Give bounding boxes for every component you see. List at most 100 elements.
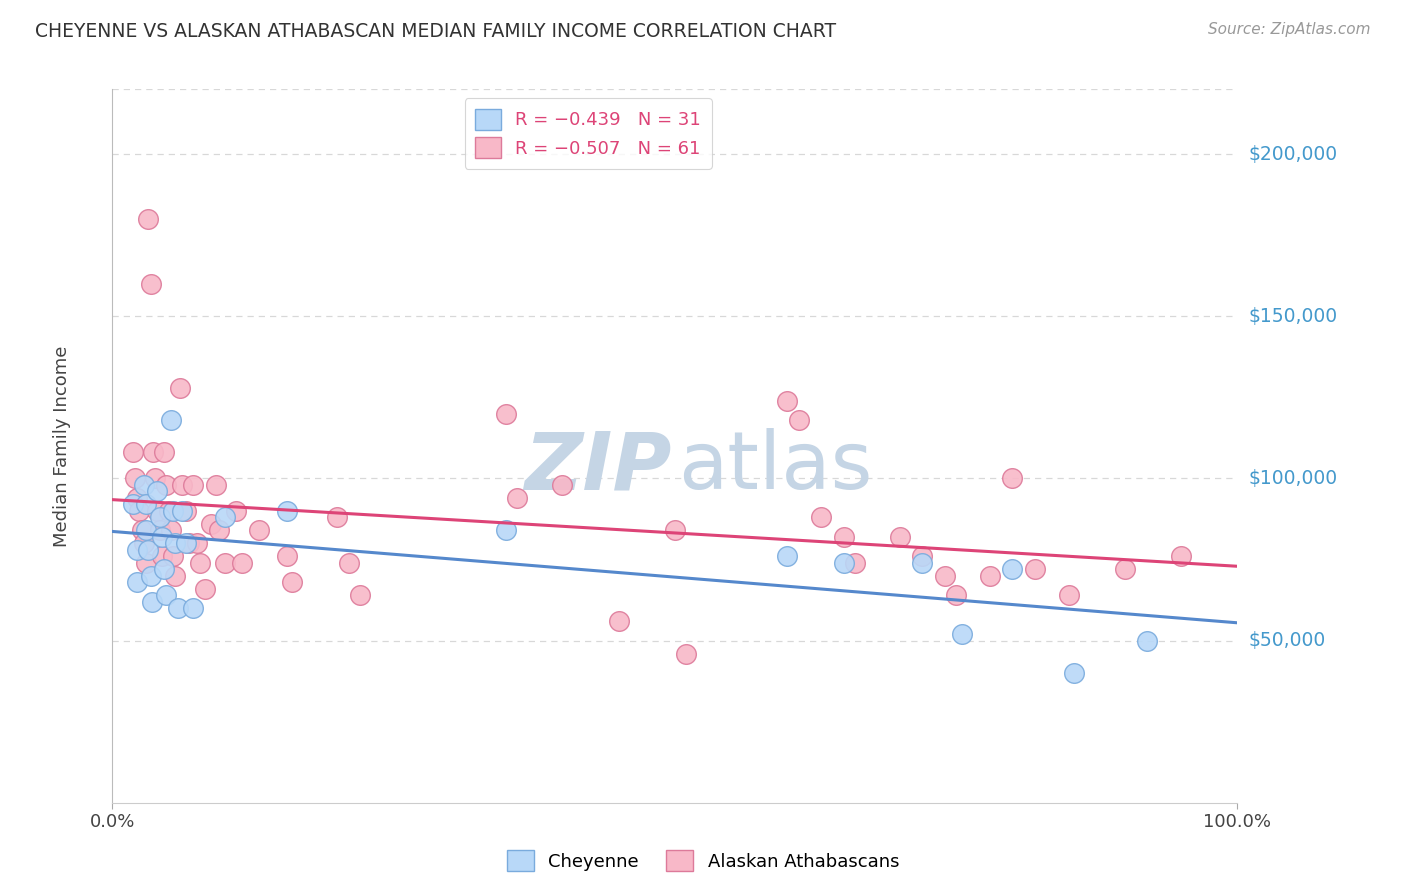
Text: ZIP: ZIP	[524, 428, 672, 507]
Point	[146, 504, 169, 518]
Point	[183, 478, 205, 492]
Point	[135, 556, 157, 570]
Point	[150, 549, 173, 564]
Point	[166, 601, 188, 615]
Point	[143, 471, 166, 485]
Point	[174, 536, 197, 550]
Point	[160, 524, 183, 538]
Point	[142, 445, 165, 459]
Text: $100,000: $100,000	[1249, 469, 1337, 488]
Point	[138, 211, 160, 226]
Point	[165, 568, 187, 582]
Point	[132, 478, 155, 492]
Point	[1057, 588, 1080, 602]
Point	[664, 524, 686, 538]
Point	[149, 524, 172, 538]
Point	[183, 601, 205, 615]
Point	[551, 478, 574, 492]
Point	[495, 407, 517, 421]
Point	[214, 510, 236, 524]
Point	[276, 549, 298, 564]
Point	[326, 510, 349, 524]
Text: $200,000: $200,000	[1249, 145, 1337, 163]
Point	[174, 504, 197, 518]
Text: CHEYENNE VS ALASKAN ATHABASCAN MEDIAN FAMILY INCOME CORRELATION CHART: CHEYENNE VS ALASKAN ATHABASCAN MEDIAN FA…	[35, 22, 837, 41]
Point	[124, 471, 146, 485]
Point	[200, 516, 222, 531]
Point	[131, 524, 153, 538]
Legend: R = −0.439   N = 31, R = −0.507   N = 61: R = −0.439 N = 31, R = −0.507 N = 61	[464, 98, 711, 169]
Point	[1114, 562, 1136, 576]
Point	[349, 588, 371, 602]
Point	[146, 484, 169, 499]
Point	[276, 504, 298, 518]
Point	[128, 504, 150, 518]
Point	[889, 530, 911, 544]
Point	[832, 530, 855, 544]
Point	[188, 556, 211, 570]
Point	[205, 478, 228, 492]
Point	[169, 381, 191, 395]
Point	[150, 530, 173, 544]
Point	[121, 497, 143, 511]
Point	[950, 627, 973, 641]
Point	[155, 478, 177, 492]
Text: Median Family Income: Median Family Income	[53, 345, 70, 547]
Point	[945, 588, 967, 602]
Point	[1024, 562, 1046, 576]
Point	[127, 491, 149, 505]
Point	[281, 575, 304, 590]
Point	[172, 478, 194, 492]
Point	[214, 556, 236, 570]
Point	[160, 413, 183, 427]
Point	[911, 556, 934, 570]
Point	[162, 549, 184, 564]
Legend: Cheyenne, Alaskan Athabascans: Cheyenne, Alaskan Athabascans	[499, 843, 907, 879]
Point	[934, 568, 956, 582]
Point	[231, 556, 253, 570]
Point	[135, 524, 157, 538]
Point	[153, 445, 176, 459]
Point	[776, 393, 799, 408]
Point	[225, 504, 247, 518]
Point	[139, 277, 162, 291]
Point	[149, 510, 172, 524]
Point	[127, 542, 149, 557]
Text: $150,000: $150,000	[1249, 307, 1337, 326]
Point	[139, 568, 162, 582]
Point	[157, 504, 180, 518]
Point	[121, 445, 143, 459]
Point	[177, 536, 200, 550]
Point	[1001, 471, 1024, 485]
Point	[495, 524, 517, 538]
Point	[194, 582, 217, 596]
Text: Source: ZipAtlas.com: Source: ZipAtlas.com	[1208, 22, 1371, 37]
Point	[155, 588, 177, 602]
Point	[165, 536, 187, 550]
Point	[1001, 562, 1024, 576]
Point	[675, 647, 697, 661]
Point	[1136, 633, 1159, 648]
Point	[1170, 549, 1192, 564]
Point	[141, 595, 163, 609]
Point	[337, 556, 360, 570]
Point	[810, 510, 832, 524]
Text: $50,000: $50,000	[1249, 632, 1326, 650]
Point	[208, 524, 231, 538]
Point	[832, 556, 855, 570]
Point	[172, 504, 194, 518]
Point	[132, 536, 155, 550]
Point	[247, 524, 270, 538]
Point	[127, 575, 149, 590]
Point	[138, 542, 160, 557]
Point	[607, 614, 630, 628]
Point	[135, 497, 157, 511]
Point	[153, 562, 176, 576]
Point	[776, 549, 799, 564]
Point	[979, 568, 1001, 582]
Point	[506, 491, 529, 505]
Point	[162, 504, 184, 518]
Point	[911, 549, 934, 564]
Point	[787, 413, 810, 427]
Point	[1063, 666, 1085, 681]
